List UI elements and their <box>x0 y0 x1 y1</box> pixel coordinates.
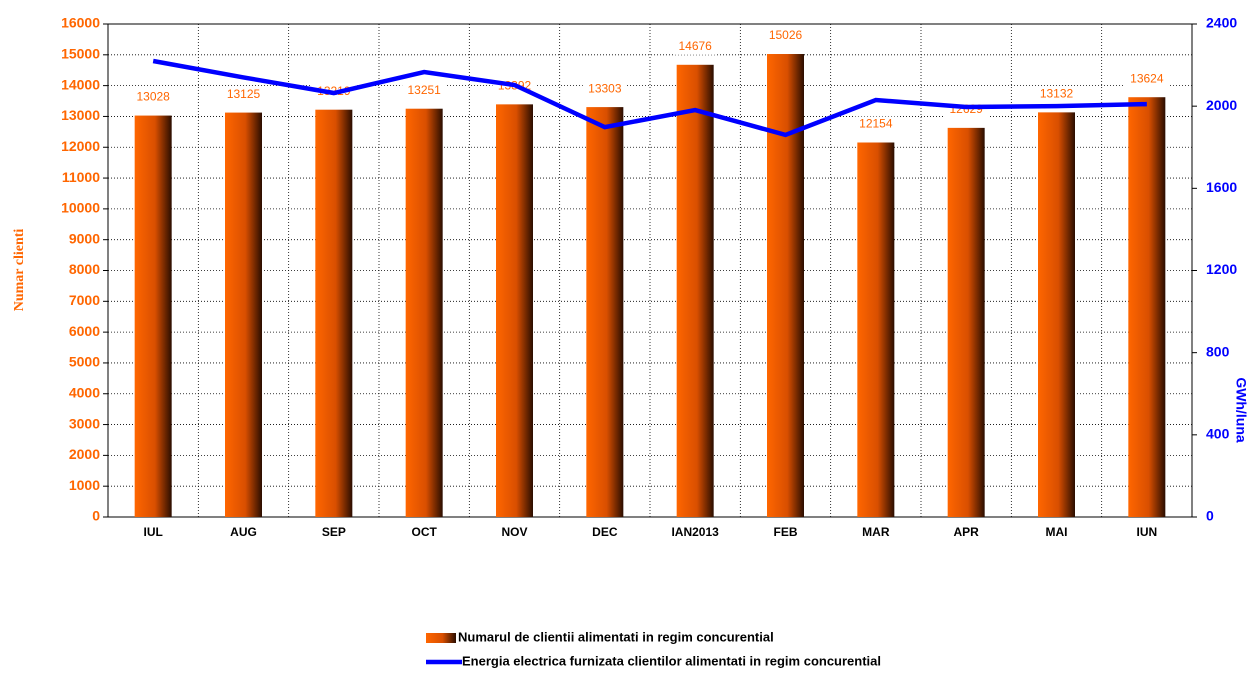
x-tick-label: IAN2013 <box>671 525 719 539</box>
x-tick-label: OCT <box>411 525 437 539</box>
value-label: 13303 <box>588 81 622 95</box>
y-tick-label: 15000 <box>61 46 100 62</box>
value-label-bg <box>402 82 447 99</box>
x-tick-label: APR <box>953 525 979 539</box>
value-label-bg <box>673 38 718 55</box>
y-tick-label: 6000 <box>69 323 100 339</box>
value-label-bg <box>1124 71 1169 88</box>
value-label: 13028 <box>136 90 170 104</box>
y-tick-label: 0 <box>92 508 100 524</box>
y2-tick-label: 2400 <box>1206 15 1237 31</box>
y-tick-label: 16000 <box>61 15 100 31</box>
y-tick-label: 10000 <box>61 200 100 216</box>
bar <box>134 115 172 517</box>
legend-label: Numarul de clientii alimentati in regim … <box>458 629 774 644</box>
bar <box>1128 97 1166 517</box>
value-label: 13251 <box>407 83 441 97</box>
y-tick-label: 7000 <box>69 292 100 308</box>
y-tick-label: 14000 <box>61 76 100 92</box>
y-tick-label: 11000 <box>62 169 100 185</box>
legend-swatch <box>426 633 456 643</box>
value-label: 13125 <box>227 87 261 101</box>
bar <box>586 107 624 517</box>
y2-axis-title: GWh/luna <box>1233 377 1249 443</box>
y-tick-label: 4000 <box>69 384 100 400</box>
x-tick-label: MAI <box>1046 525 1068 539</box>
bar <box>857 142 895 517</box>
x-tick-label: FEB <box>774 525 798 539</box>
y-tick-label: 12000 <box>61 138 100 154</box>
value-label-bg <box>763 28 808 45</box>
y2-tick-label: 1600 <box>1206 179 1237 195</box>
plot-border <box>107 23 1193 518</box>
x-tick-label: IUN <box>1136 525 1157 539</box>
value-label: 12154 <box>859 117 893 131</box>
y2-tick-label: 400 <box>1206 426 1230 442</box>
y-tick-label: 1000 <box>69 477 100 493</box>
value-label-bg <box>221 86 266 103</box>
bar <box>315 109 353 517</box>
bar <box>496 104 533 517</box>
line <box>152 58 1147 138</box>
y-tick-label: 3000 <box>69 415 100 431</box>
y-tick-label: 8000 <box>69 261 100 277</box>
bar <box>947 127 985 518</box>
value-label: 13132 <box>1040 87 1074 101</box>
value-label-bg <box>582 81 627 98</box>
value-label: 13624 <box>1130 71 1164 85</box>
y2-tick-label: 2000 <box>1206 97 1237 113</box>
x-tick-label: DEC <box>592 525 618 539</box>
x-tick-label: MAR <box>862 525 890 539</box>
y2-tick-label: 1200 <box>1206 261 1237 277</box>
bar <box>1038 112 1075 518</box>
x-tick-label: AUG <box>230 525 257 539</box>
value-label-bg <box>131 89 176 106</box>
x-tick-label: SEP <box>322 525 346 539</box>
y-tick-label: 9000 <box>69 230 100 246</box>
y-axis-title: Numar clienti <box>12 229 27 312</box>
y-tick-label: 2000 <box>69 446 100 462</box>
y-tick-label: 5000 <box>69 354 100 370</box>
x-tick-label: NOV <box>501 525 527 539</box>
value-label-bg <box>1034 86 1079 103</box>
x-tick-label: IUL <box>143 525 162 539</box>
y2-tick-label: 0 <box>1206 508 1214 524</box>
y-tick-label: 13000 <box>61 107 100 123</box>
value-label: 15026 <box>769 28 803 42</box>
y2-tick-label: 800 <box>1206 343 1230 359</box>
value-label: 14676 <box>678 39 712 53</box>
bar <box>676 64 714 518</box>
bar <box>405 108 443 518</box>
legend-label: Energia electrica furnizata clientilor a… <box>462 653 881 668</box>
bar <box>225 112 262 517</box>
value-label-bg <box>853 116 898 133</box>
bar <box>767 54 804 517</box>
